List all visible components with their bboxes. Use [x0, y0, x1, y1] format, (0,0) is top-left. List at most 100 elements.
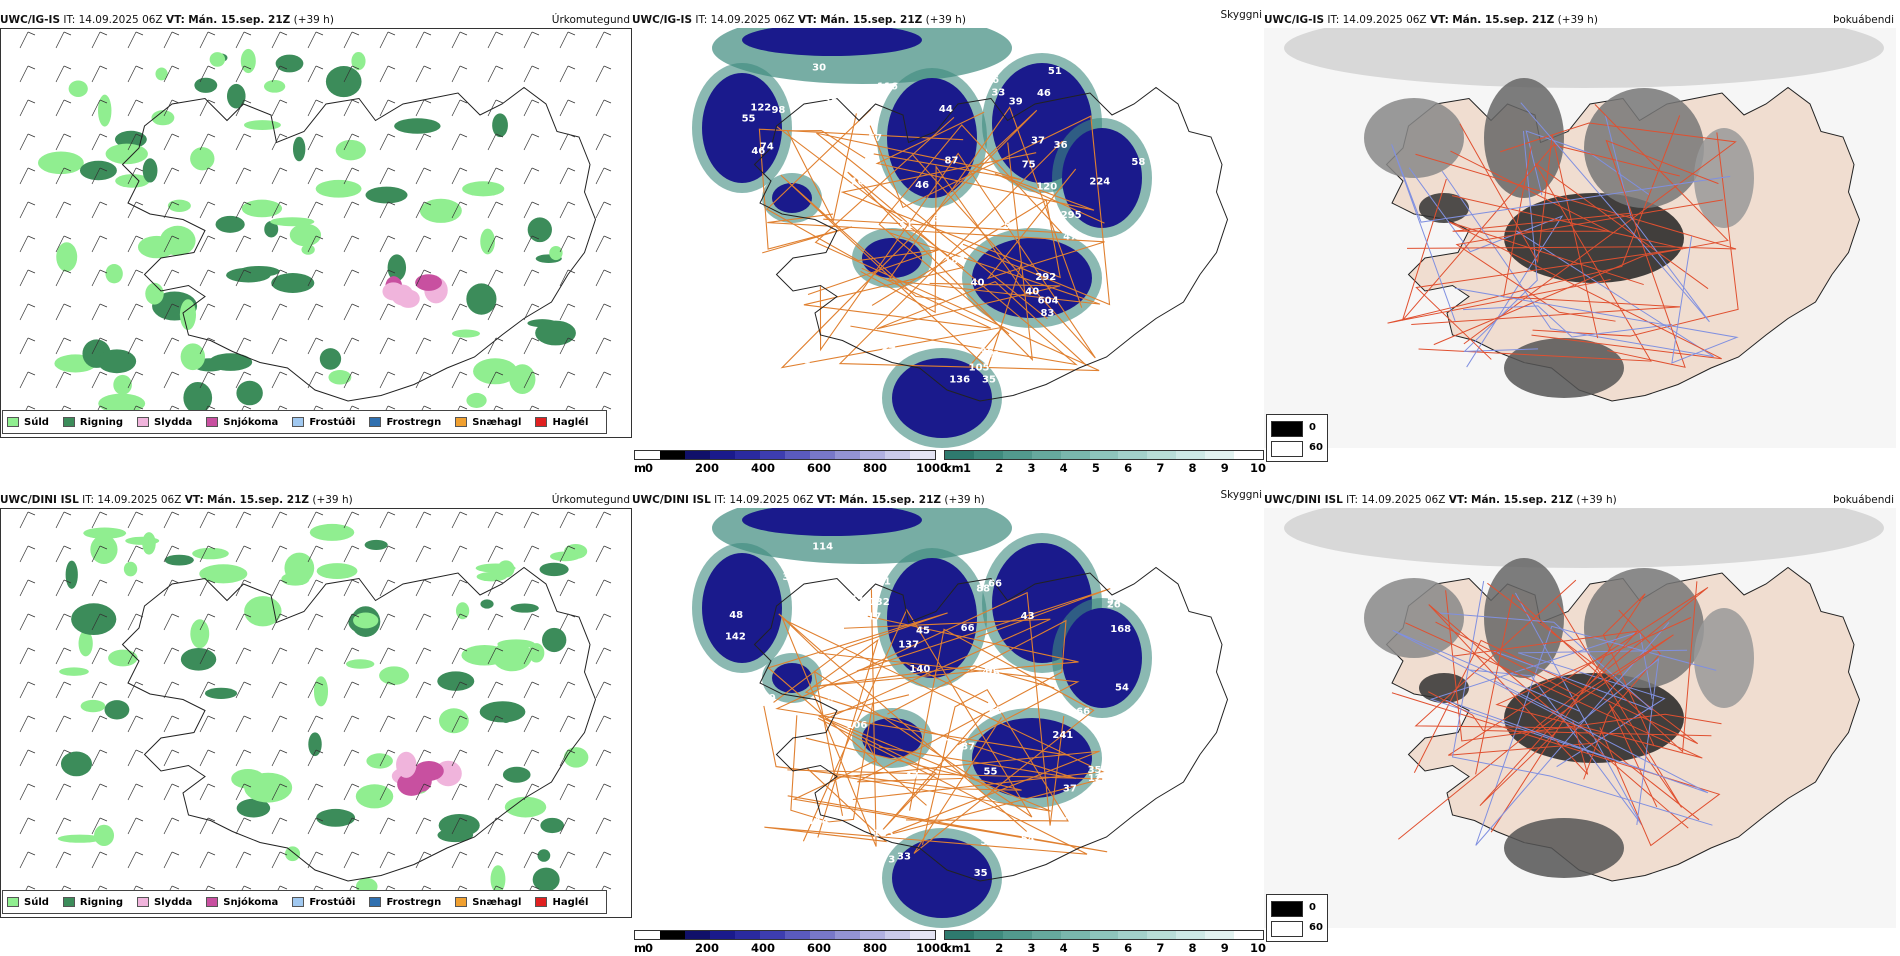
wind-barb: [343, 715, 360, 733]
precip-cell: [497, 639, 535, 649]
wind-barb: [343, 303, 360, 321]
wind-barb: [235, 31, 252, 49]
colorbar-cell: [685, 451, 710, 459]
wind-barb: [415, 511, 432, 529]
lead-time: (+39 h): [293, 14, 334, 26]
colorbar-cell: [910, 931, 935, 939]
precip-cell: [57, 834, 102, 843]
wind-barb: [523, 337, 540, 355]
wind-barb: [271, 783, 288, 801]
wind-barb: [235, 65, 252, 83]
visibility-value-label: 54: [1021, 834, 1035, 845]
wind-barb: [343, 337, 360, 355]
river-line: [1391, 144, 1731, 322]
wind-barb: [91, 817, 108, 835]
wind-barb: [163, 235, 180, 253]
wind-barb: [595, 337, 612, 355]
valid-time-value: Mán. 15.sep. 21Z: [839, 494, 942, 506]
panel-title: Úrkomutegund: [551, 494, 630, 506]
visibility-value-label: 44: [939, 104, 953, 115]
road-line: [787, 750, 1103, 837]
precip-legend-item: Súld: [7, 897, 49, 908]
wind-barb: [19, 65, 36, 83]
visibility-km-colorbar: km 1 2 3 4 5 6 7 8 9 10: [944, 450, 1266, 476]
road-line: [1433, 103, 1729, 346]
wind-barb: [307, 201, 324, 219]
wind-barb: [307, 579, 324, 597]
wind-barb: [451, 337, 468, 355]
fog-area: [1284, 508, 1884, 568]
colorbar-cell: [860, 451, 885, 459]
wind-barb: [235, 511, 252, 529]
vis-m-area: [702, 553, 782, 663]
precip-cell: [539, 562, 569, 577]
legend-swatch: [455, 417, 468, 427]
road-line: [823, 124, 1063, 335]
colorbar-cell: [1118, 451, 1148, 459]
road-line: [1413, 582, 1699, 773]
colorbar-tick: 6: [1124, 461, 1133, 475]
wind-barb: [91, 269, 108, 287]
init-time-label: IT:: [82, 494, 95, 506]
wind-barb: [55, 613, 72, 631]
wind-barb: [451, 749, 468, 767]
wind-barb: [415, 65, 432, 83]
wind-barb: [127, 99, 144, 117]
wind-barb: [163, 783, 180, 801]
precip-cell: [90, 534, 118, 565]
visibility-value-label: 54: [882, 341, 896, 352]
colorbar-tick: 3: [1027, 461, 1036, 475]
colorbar-tick: 1: [963, 941, 972, 955]
precip-cell: [271, 273, 315, 293]
wind-barb: [523, 579, 540, 597]
precip-cell: [451, 329, 480, 338]
wind-barb: [91, 647, 108, 665]
visibility-value-label: 47: [828, 693, 842, 704]
wind-barb: [559, 65, 576, 83]
colorbar-cell: [710, 451, 735, 459]
wind-barb: [163, 133, 180, 151]
visibility-value-label: 66: [824, 84, 838, 95]
wind-barb: [55, 511, 72, 529]
precip-type-panel-1: UWC/IG-IS IT: 14.09.2025 06Z VT: Mán. 15…: [0, 12, 632, 464]
river-line: [1525, 130, 1650, 196]
wind-barb: [91, 613, 108, 631]
wind-barb: [163, 371, 180, 389]
valid-time-label: VT:: [1448, 494, 1468, 506]
precip-cell: [275, 54, 304, 73]
visibility-value-label: 117: [860, 611, 881, 622]
wind-barb: [271, 749, 288, 767]
river-line: [1520, 102, 1710, 323]
visibility-value-label: 36: [783, 572, 797, 583]
wind-barb: [487, 511, 504, 529]
precip-legend: Súld Rigning Slydda Snjókoma Frostúði Frostre…: [2, 890, 608, 914]
wind-barb: [91, 167, 108, 185]
visibility-value-label: 103: [873, 829, 894, 840]
coastline: [753, 566, 1229, 882]
fog-indicator-panel-2: UWC/DINI ISL IT: 14.09.2025 06Z VT: Mán.…: [1264, 492, 1896, 944]
precip-cell: [194, 77, 218, 93]
road-line: [857, 619, 1067, 783]
colorbar-cell: [810, 451, 835, 459]
fog-shade: [1364, 98, 1464, 178]
precip-cell: [37, 151, 84, 175]
precip-cell: [438, 708, 469, 734]
colorbar-tick: 7: [1156, 941, 1165, 955]
wind-barb: [235, 715, 252, 733]
vis-m-area: [772, 183, 812, 213]
legend-swatch: [206, 897, 219, 907]
valid-time-label: VT:: [165, 14, 185, 26]
visibility-value-label: 51: [981, 837, 995, 848]
wind-barb: [127, 31, 144, 49]
colorbar-cell: [710, 931, 735, 939]
very-low-vis-area: [742, 28, 922, 56]
wind-barb: [451, 681, 468, 699]
wind-barb: [235, 269, 252, 287]
visibility-value-label: 604: [1038, 295, 1059, 306]
wind-barb: [19, 545, 36, 563]
vis-m-area: [702, 73, 782, 183]
wind-barb: [343, 749, 360, 767]
wind-barb: [271, 133, 288, 151]
wind-barb: [127, 235, 144, 253]
colorbar-tick: 600: [807, 941, 832, 955]
